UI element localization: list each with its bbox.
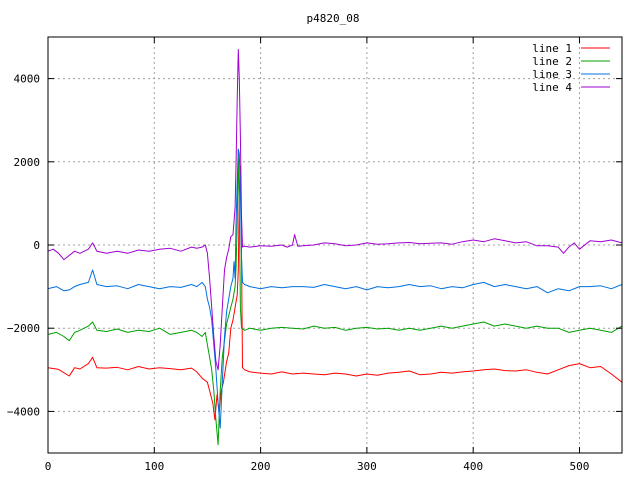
series-line-4	[48, 49, 622, 371]
series-line-3	[48, 148, 622, 429]
y-tick-label: 0	[33, 239, 40, 252]
series-line-1	[48, 165, 622, 421]
y-tick-label: −2000	[7, 322, 40, 335]
legend-label: line 4	[532, 81, 572, 94]
grid	[48, 37, 622, 453]
y-tick-label: −4000	[7, 405, 40, 418]
legend-label: line 2	[532, 55, 572, 68]
legend-label: line 3	[532, 68, 572, 81]
x-tick-label: 0	[45, 460, 52, 473]
series-lines	[48, 49, 622, 446]
x-tick-label: 200	[251, 460, 271, 473]
y-tick-label: 2000	[14, 156, 41, 169]
axis-ticks: 0 100 200 300 400 500 −4000 −2000 0 2000 4000	[7, 37, 622, 473]
x-tick-label: 500	[570, 460, 590, 473]
x-tick-label: 300	[357, 460, 377, 473]
chart-title: p4820_08	[307, 12, 360, 25]
legend-label: line 1	[532, 42, 572, 55]
x-tick-label: 400	[463, 460, 483, 473]
y-tick-label: 4000	[14, 73, 41, 86]
x-tick-label: 100	[144, 460, 164, 473]
series-line-2	[48, 148, 622, 446]
